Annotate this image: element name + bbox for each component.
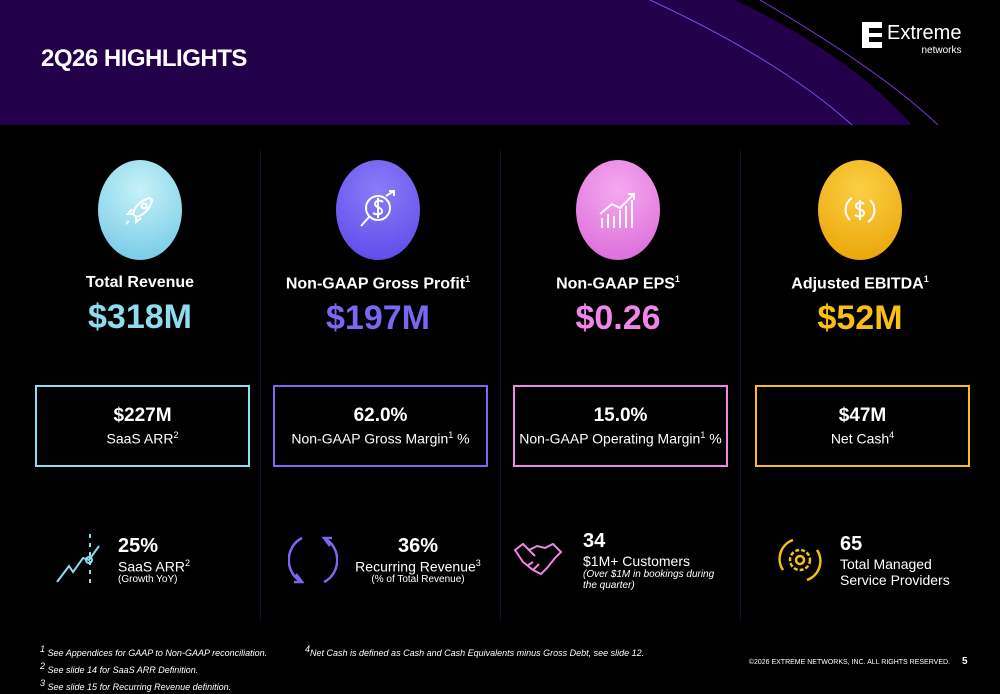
logo-icon <box>862 22 882 48</box>
footnotes: 1 See Appendices for GAAP to Non-GAAP re… <box>40 644 268 692</box>
handshake-icon <box>513 542 563 576</box>
header-band <box>0 0 939 125</box>
rocket-icon <box>98 160 182 260</box>
cycle-arrows-icon <box>288 536 338 584</box>
dollar-search-icon <box>336 160 420 260</box>
gross-margin-box: 62.0% Non-GAAP Gross Margin1 % <box>273 385 488 467</box>
footnote-net-cash: 4Net Cash is defined as Cash and Cash Eq… <box>305 644 645 658</box>
operating-margin-box: 15.0% Non-GAAP Operating Margin1 % <box>513 385 728 467</box>
saas-arr-box: $227M SaaS ARR2 <box>35 385 250 467</box>
metric-ebitda: Adjusted EBITDA1 $52M $47M Net Cash4 65 … <box>740 150 980 620</box>
bar-chart-growth-icon <box>576 160 660 260</box>
metric-eps: Non-GAAP EPS1 $0.26 15.0% Non-GAAP Opera… <box>498 150 738 620</box>
extreme-logo: Extreme networks <box>862 22 961 56</box>
net-cash-box: $47M Net Cash4 <box>755 385 970 467</box>
copyright: ©2026 EXTREME NETWORKS, INC. ALL RIGHTS … <box>748 659 950 666</box>
divider <box>500 150 501 620</box>
metric-total-revenue: Total Revenue $318M $227M SaaS ARR2 25% … <box>20 150 260 620</box>
page-title: 2Q26 HIGHLIGHTS <box>41 45 247 72</box>
metric-gross-profit: Non-GAAP Gross Profit1 $197M 62.0% Non-G… <box>258 150 498 620</box>
divider <box>260 150 261 620</box>
page-number: 5 <box>962 656 968 667</box>
dollar-cycle-icon <box>818 160 902 260</box>
gear-cycle-icon <box>778 538 822 582</box>
growth-chart-icon <box>56 534 100 586</box>
divider <box>740 150 741 620</box>
